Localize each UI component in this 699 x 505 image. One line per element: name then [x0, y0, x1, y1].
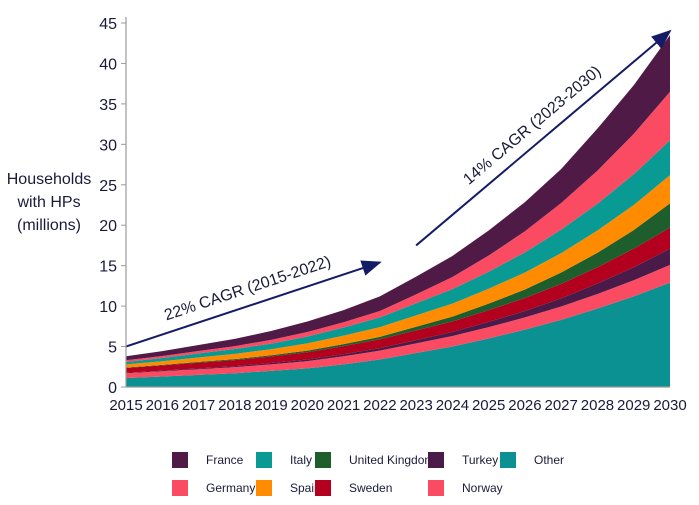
cagr-arrow-2 — [415, 29, 672, 247]
cagr-arrow-1 — [125, 260, 382, 348]
y-axis-label-line-3: (millions) — [17, 217, 81, 234]
legend-label-norway: Norway — [462, 481, 503, 495]
legend-label-other: Other — [534, 453, 565, 467]
legend-item-spain: Spain — [256, 477, 321, 499]
x-tick-label: 2019 — [254, 397, 287, 414]
legend-swatch-spain — [256, 480, 272, 496]
y-tick-label: 5 — [108, 340, 117, 357]
x-tick-label: 2022 — [363, 397, 396, 414]
legend-item-norway: Norway — [428, 477, 503, 499]
legend-swatch-turkey — [428, 452, 444, 468]
legend-label-turkey: Turkey — [462, 453, 499, 467]
y-tick-label: 30 — [99, 137, 117, 154]
area-other — [126, 282, 670, 387]
x-tick-label: 2026 — [508, 397, 541, 414]
x-tick-label: 2025 — [472, 397, 505, 414]
stacked-area-chart: 22% CAGR (2015-2022)14% CAGR (2023-2030)… — [99, 16, 686, 414]
x-tick-label: 2017 — [182, 397, 215, 414]
legend-item-other: Other — [500, 449, 564, 471]
area-norway — [126, 264, 670, 379]
y-tick-label: 25 — [99, 178, 117, 195]
legend-swatch-sweden — [315, 480, 331, 496]
legend-swatch-united-kingdom — [315, 452, 331, 468]
legend-item-turkey: Turkey — [428, 449, 498, 471]
x-tick-label: 2029 — [617, 397, 650, 414]
area-italy — [126, 140, 670, 365]
y-tick-label: 35 — [99, 97, 117, 114]
y-tick-label: 40 — [99, 56, 117, 73]
y-tick-label: 15 — [99, 259, 117, 276]
y-axis-label-line-1: Households — [6, 171, 92, 188]
x-tick-label: 2024 — [436, 397, 469, 414]
x-tick-label: 2023 — [399, 397, 432, 414]
x-tick-label: 2018 — [218, 397, 251, 414]
legend-item-sweden: Sweden — [315, 477, 392, 499]
area-sweden — [126, 227, 670, 373]
legend-label-germany: Germany — [206, 481, 256, 495]
legend-label-united-kingdom: United Kingdom — [349, 453, 435, 467]
x-tick-label: 2020 — [291, 397, 324, 414]
legend-swatch-germany — [172, 480, 188, 496]
y-tick-label: 45 — [99, 16, 117, 33]
area-germany — [126, 91, 670, 362]
x-tick-label: 2016 — [146, 397, 179, 414]
x-tick-label: 2030 — [653, 397, 686, 414]
area-series-group — [126, 35, 670, 387]
legend-item-united-kingdom: United Kingdom — [315, 449, 434, 471]
area-spain — [126, 175, 670, 368]
y-tick-label: 10 — [99, 299, 117, 316]
y-axis-label-line-2: with HPs — [17, 194, 81, 211]
x-tick-label: 2028 — [581, 397, 614, 414]
y-axis-label: Households with HPs (millions) — [0, 168, 98, 237]
legend-label-spain: Spain — [290, 481, 321, 495]
area-france — [126, 35, 670, 361]
legend: France Italy United Kingdom Turkey Other… — [172, 449, 692, 501]
x-tick-label: 2021 — [327, 397, 360, 414]
legend-swatch-other — [500, 452, 516, 468]
legend-label-sweden: Sweden — [349, 481, 393, 495]
legend-swatch-italy — [256, 452, 272, 468]
legend-swatch-france — [172, 452, 188, 468]
y-tick-label: 0 — [108, 380, 117, 397]
legend-item-germany: Germany — [172, 477, 255, 499]
legend-item-france: France — [172, 449, 243, 471]
y-tick-label: 20 — [99, 218, 117, 235]
x-tick-label: 2015 — [109, 397, 142, 414]
legend-item-italy: Italy — [256, 449, 312, 471]
x-tick-label: 2027 — [545, 397, 578, 414]
legend-label-france: France — [206, 453, 244, 467]
cagr-label-1: 22% CAGR (2015-2022) — [162, 253, 333, 324]
legend-label-italy: Italy — [290, 453, 313, 467]
legend-swatch-norway — [428, 480, 444, 496]
